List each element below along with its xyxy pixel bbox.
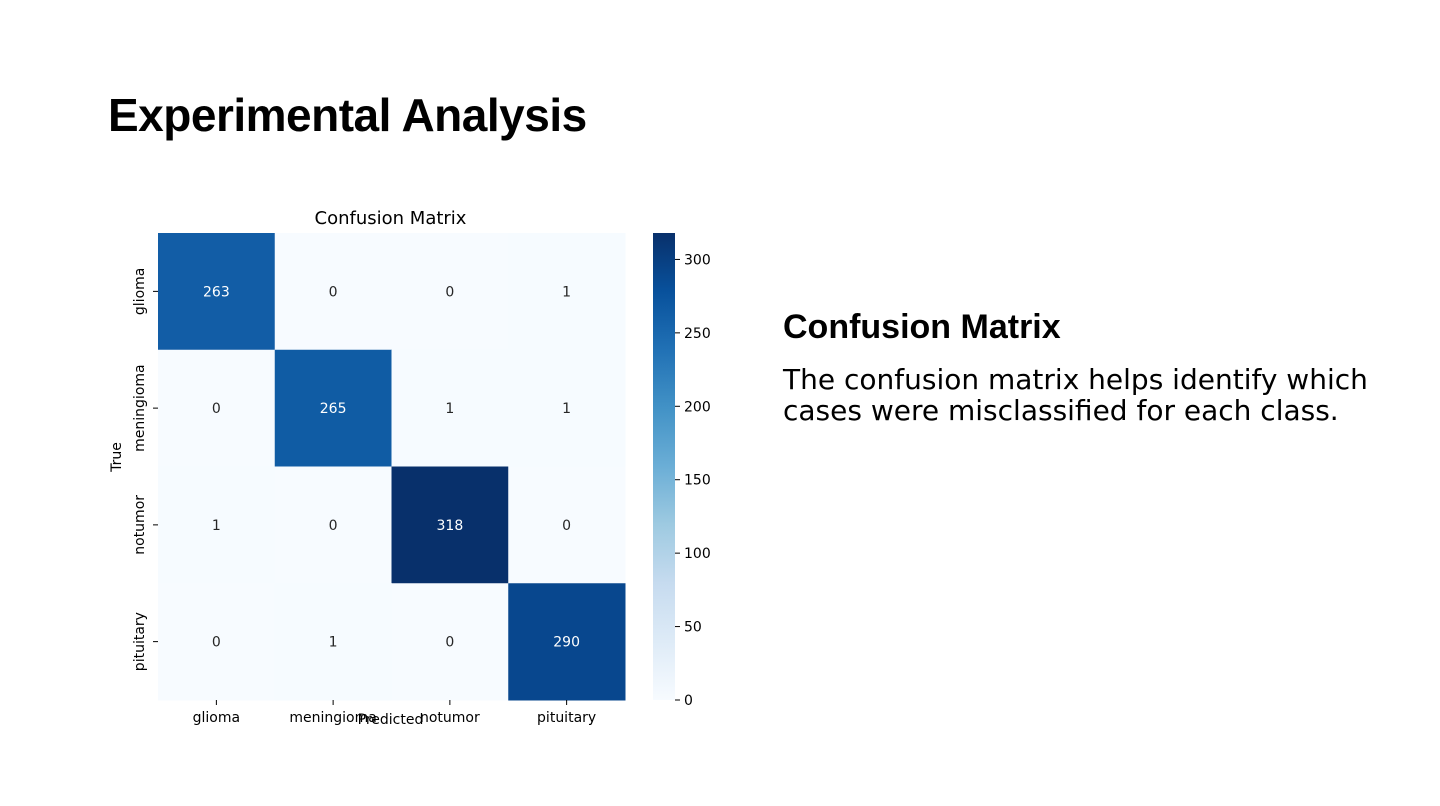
heatmap-cell bbox=[158, 233, 276, 351]
cell-value-label: 0 bbox=[445, 635, 454, 651]
x-tick-label: meningioma bbox=[289, 710, 376, 726]
x-axis-label: Predicted bbox=[358, 712, 424, 728]
y-tick-label: meningioma bbox=[132, 364, 148, 451]
cell-value-label: 0 bbox=[212, 635, 221, 651]
cell-value-label: 290 bbox=[553, 635, 580, 651]
heatmap-cell bbox=[158, 583, 276, 701]
heatmap-cells: 263 0 0 1 0 265 1 1 1 0 318 0 0 1 0 290 bbox=[158, 233, 626, 701]
cell-value-label: 0 bbox=[329, 518, 338, 534]
heatmap-cell bbox=[274, 583, 392, 701]
heatmap-cell bbox=[274, 233, 392, 351]
colorbar: 0 50 100 150 200 250 300 bbox=[653, 233, 711, 709]
heatmap-cell bbox=[391, 583, 509, 701]
confusion-matrix-chart: Confusion Matrix Predicted True 263 0 0 1 0 2… bbox=[100, 196, 720, 745]
cell-value-label: 263 bbox=[203, 284, 230, 300]
colorbar-tick-label: 100 bbox=[684, 546, 711, 562]
heatmap-cell bbox=[158, 466, 276, 584]
y-axis-label: True bbox=[109, 442, 125, 473]
cell-value-label: 265 bbox=[320, 401, 347, 417]
colorbar-tick-label: 200 bbox=[684, 399, 711, 415]
cell-value-label: 0 bbox=[562, 518, 571, 534]
colorbar-tick-label: 150 bbox=[684, 473, 711, 489]
cell-value-label: 0 bbox=[212, 401, 221, 417]
y-tick-label: glioma bbox=[132, 268, 148, 315]
x-tick-label: pituitary bbox=[537, 710, 596, 726]
side-heading: Confusion Matrix bbox=[783, 308, 1061, 346]
heatmap-cell bbox=[274, 466, 392, 584]
heatmap-cell bbox=[391, 349, 509, 467]
colorbar-tick-label: 0 bbox=[684, 693, 693, 709]
colorbar-tick-label: 250 bbox=[684, 326, 711, 342]
cell-value-label: 1 bbox=[445, 401, 454, 417]
colorbar-tick-label: 50 bbox=[684, 620, 702, 636]
heatmap-cell bbox=[274, 349, 392, 467]
chart-title: Confusion Matrix bbox=[315, 208, 467, 229]
side-body-text: The confusion matrix helps identify whic… bbox=[783, 363, 1368, 427]
heatmap-cell bbox=[391, 233, 509, 351]
cell-value-label: 1 bbox=[212, 518, 221, 534]
colorbar-scale bbox=[653, 233, 675, 700]
heatmap-cell bbox=[508, 349, 626, 467]
axis-ticks: glioma meningioma notumor pituitary glioma me… bbox=[132, 268, 596, 726]
colorbar-tick-label: 300 bbox=[684, 252, 711, 268]
heatmap-cell bbox=[508, 583, 626, 701]
cell-value-label: 1 bbox=[562, 284, 571, 300]
x-tick-label: notumor bbox=[420, 710, 480, 726]
y-tick-label: notumor bbox=[132, 495, 148, 555]
x-tick-label: glioma bbox=[193, 710, 240, 726]
cell-value-label: 0 bbox=[445, 284, 454, 300]
heatmap-cell bbox=[158, 349, 276, 467]
cell-value-label: 1 bbox=[562, 401, 571, 417]
heatmap-cell bbox=[508, 466, 626, 584]
cell-value-label: 0 bbox=[329, 284, 338, 300]
heatmap-cell bbox=[391, 466, 509, 584]
cell-value-label: 318 bbox=[437, 518, 464, 534]
y-tick-label: pituitary bbox=[132, 612, 148, 671]
cell-value-label: 1 bbox=[329, 635, 338, 651]
slide-title: Experimental Analysis bbox=[108, 89, 587, 141]
confusion-matrix-svg: Confusion Matrix Predicted True 263 0 0 10 2… bbox=[109, 208, 711, 728]
heatmap-cell bbox=[508, 233, 626, 351]
